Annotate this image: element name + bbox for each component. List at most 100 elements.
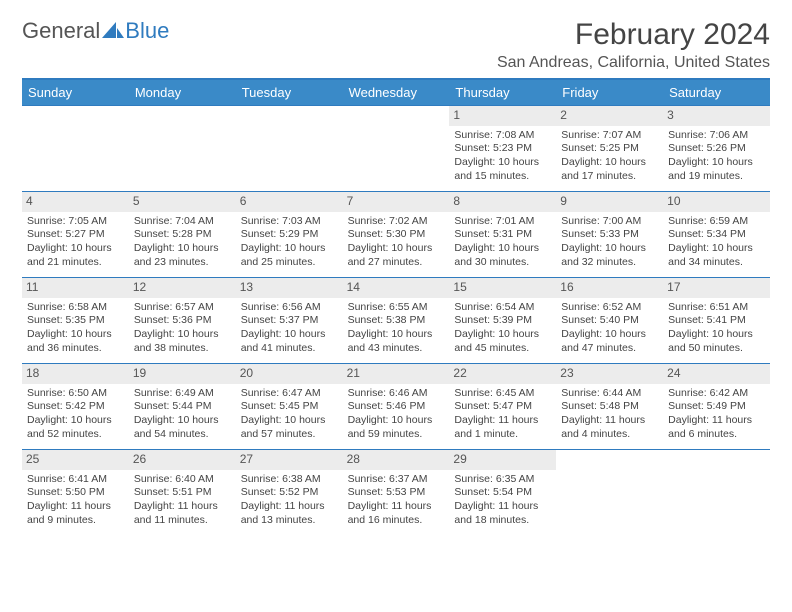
daylight-line: Daylight: 10 hours and 59 minutes. — [348, 414, 445, 441]
sunrise-line: Sunrise: 6:37 AM — [348, 473, 445, 487]
sunset-line: Sunset: 5:29 PM — [241, 228, 338, 242]
calendar-cell: 28Sunrise: 6:37 AMSunset: 5:53 PMDayligh… — [343, 449, 450, 535]
day-number: 4 — [22, 192, 129, 212]
sunrise-line: Sunrise: 6:50 AM — [27, 387, 124, 401]
weekday-header: Tuesday — [236, 80, 343, 105]
sunrise-line: Sunrise: 6:44 AM — [561, 387, 658, 401]
daylight-line: Daylight: 10 hours and 50 minutes. — [668, 328, 765, 355]
sunrise-line: Sunrise: 6:58 AM — [27, 301, 124, 315]
calendar-cell-blank — [22, 105, 129, 191]
calendar-cell: 13Sunrise: 6:56 AMSunset: 5:37 PMDayligh… — [236, 277, 343, 363]
calendar-cell: 25Sunrise: 6:41 AMSunset: 5:50 PMDayligh… — [22, 449, 129, 535]
day-number: 12 — [129, 278, 236, 298]
calendar-cell-blank — [236, 105, 343, 191]
sunset-line: Sunset: 5:34 PM — [668, 228, 765, 242]
sunset-line: Sunset: 5:31 PM — [454, 228, 551, 242]
sunrise-line: Sunrise: 6:57 AM — [134, 301, 231, 315]
sunrise-line: Sunrise: 6:47 AM — [241, 387, 338, 401]
brand-logo: General Blue — [22, 18, 169, 44]
weekday-header: Thursday — [449, 80, 556, 105]
sunrise-line: Sunrise: 7:01 AM — [454, 215, 551, 229]
weekday-header: Monday — [129, 80, 236, 105]
day-number: 28 — [343, 450, 450, 470]
calendar-cell: 11Sunrise: 6:58 AMSunset: 5:35 PMDayligh… — [22, 277, 129, 363]
sunset-line: Sunset: 5:49 PM — [668, 400, 765, 414]
sunset-line: Sunset: 5:25 PM — [561, 142, 658, 156]
calendar-cell: 26Sunrise: 6:40 AMSunset: 5:51 PMDayligh… — [129, 449, 236, 535]
calendar-cell: 3Sunrise: 7:06 AMSunset: 5:26 PMDaylight… — [663, 105, 770, 191]
day-number: 22 — [449, 364, 556, 384]
calendar-cell: 24Sunrise: 6:42 AMSunset: 5:49 PMDayligh… — [663, 363, 770, 449]
calendar-cell-blank — [129, 105, 236, 191]
brand-word-2: Blue — [125, 18, 169, 44]
calendar-cell: 10Sunrise: 6:59 AMSunset: 5:34 PMDayligh… — [663, 191, 770, 277]
daylight-line: Daylight: 11 hours and 16 minutes. — [348, 500, 445, 527]
sunset-line: Sunset: 5:35 PM — [27, 314, 124, 328]
day-number: 29 — [449, 450, 556, 470]
sunrise-line: Sunrise: 7:08 AM — [454, 129, 551, 143]
daylight-line: Daylight: 10 hours and 54 minutes. — [134, 414, 231, 441]
daylight-line: Daylight: 10 hours and 52 minutes. — [27, 414, 124, 441]
day-number: 6 — [236, 192, 343, 212]
sunset-line: Sunset: 5:37 PM — [241, 314, 338, 328]
sunrise-line: Sunrise: 6:40 AM — [134, 473, 231, 487]
daylight-line: Daylight: 10 hours and 25 minutes. — [241, 242, 338, 269]
calendar-cell: 18 Sunrise: 6:50 AMSunset: 5:42 PMDayligh… — [22, 363, 129, 449]
calendar-cell: 1Sunrise: 7:08 AMSunset: 5:23 PMDaylight… — [449, 105, 556, 191]
page-title: February 2024 — [497, 18, 770, 52]
sunset-line: Sunset: 5:42 PM — [27, 400, 124, 414]
day-number: 1 — [449, 106, 556, 126]
calendar-grid: 1Sunrise: 7:08 AMSunset: 5:23 PMDaylight… — [22, 105, 770, 535]
day-number: 24 — [663, 364, 770, 384]
calendar-cell-blank — [556, 449, 663, 535]
brand-sail-icon — [102, 22, 124, 40]
day-number: 15 — [449, 278, 556, 298]
calendar-cell: 4Sunrise: 7:05 AMSunset: 5:27 PMDaylight… — [22, 191, 129, 277]
calendar-cell: 23Sunrise: 6:44 AMSunset: 5:48 PMDayligh… — [556, 363, 663, 449]
calendar-cell: 8Sunrise: 7:01 AMSunset: 5:31 PMDaylight… — [449, 191, 556, 277]
daylight-line: Daylight: 10 hours and 36 minutes. — [27, 328, 124, 355]
calendar-cell: 6 Sunrise: 7:03 AMSunset: 5:29 PMDaylight… — [236, 191, 343, 277]
sunrise-line: Sunrise: 6:38 AM — [241, 473, 338, 487]
sunrise-line: Sunrise: 7:02 AM — [348, 215, 445, 229]
sunset-line: Sunset: 5:33 PM — [561, 228, 658, 242]
daylight-line: Daylight: 10 hours and 32 minutes. — [561, 242, 658, 269]
sunrise-line: Sunrise: 6:54 AM — [454, 301, 551, 315]
day-number: 23 — [556, 364, 663, 384]
daylight-line: Daylight: 10 hours and 41 minutes. — [241, 328, 338, 355]
calendar-cell: 15Sunrise: 6:54 AMSunset: 5:39 PMDayligh… — [449, 277, 556, 363]
day-number: 9 — [556, 192, 663, 212]
calendar-cell: 9Sunrise: 7:00 AMSunset: 5:33 PMDaylight… — [556, 191, 663, 277]
sunrise-line: Sunrise: 6:35 AM — [454, 473, 551, 487]
daylight-line: Daylight: 11 hours and 18 minutes. — [454, 500, 551, 527]
sunrise-line: Sunrise: 7:05 AM — [27, 215, 124, 229]
day-number: 16 — [556, 278, 663, 298]
sunrise-line: Sunrise: 6:41 AM — [27, 473, 124, 487]
daylight-line: Daylight: 10 hours and 23 minutes. — [134, 242, 231, 269]
sunset-line: Sunset: 5:28 PM — [134, 228, 231, 242]
calendar-cell: 29Sunrise: 6:35 AMSunset: 5:54 PMDayligh… — [449, 449, 556, 535]
calendar-cell: 19Sunrise: 6:49 AMSunset: 5:44 PMDayligh… — [129, 363, 236, 449]
weekday-header-row: Sunday Monday Tuesday Wednesday Thursday… — [22, 80, 770, 105]
sunrise-line: Sunrise: 7:03 AM — [241, 215, 338, 229]
calendar-cell: 12Sunrise: 6:57 AMSunset: 5:36 PMDayligh… — [129, 277, 236, 363]
sunrise-line: Sunrise: 6:56 AM — [241, 301, 338, 315]
daylight-line: Daylight: 10 hours and 15 minutes. — [454, 156, 551, 183]
day-number: 3 — [663, 106, 770, 126]
daylight-line: Daylight: 10 hours and 47 minutes. — [561, 328, 658, 355]
day-number: 7 — [343, 192, 450, 212]
daylight-line: Daylight: 10 hours and 21 minutes. — [27, 242, 124, 269]
day-number: 18 — [22, 364, 129, 384]
calendar-cell: 17Sunrise: 6:51 AMSunset: 5:41 PMDayligh… — [663, 277, 770, 363]
day-number: 17 — [663, 278, 770, 298]
sunrise-line: Sunrise: 6:59 AM — [668, 215, 765, 229]
sunrise-line: Sunrise: 6:42 AM — [668, 387, 765, 401]
daylight-line: Daylight: 10 hours and 30 minutes. — [454, 242, 551, 269]
daylight-line: Daylight: 11 hours and 11 minutes. — [134, 500, 231, 527]
topbar: General Blue February 2024 San Andreas, … — [22, 18, 770, 72]
day-number: 25 — [22, 450, 129, 470]
sunrise-line: Sunrise: 6:46 AM — [348, 387, 445, 401]
day-number: 21 — [343, 364, 450, 384]
brand-word-1: General — [22, 18, 100, 44]
daylight-line: Daylight: 10 hours and 34 minutes. — [668, 242, 765, 269]
